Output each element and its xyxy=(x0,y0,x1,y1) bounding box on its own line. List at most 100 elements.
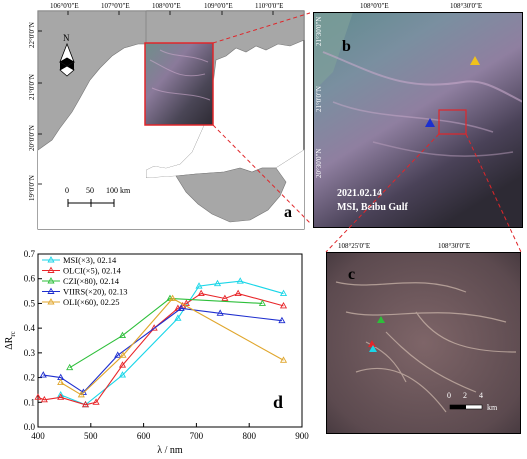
data-point xyxy=(118,371,127,378)
y-tick-label: 0.3 xyxy=(24,348,36,358)
data-point xyxy=(195,282,203,289)
x-tick-label: 900 xyxy=(295,431,309,441)
subset-box-b xyxy=(438,109,467,135)
lon-tick-label: 108°0'0"E xyxy=(360,2,389,10)
legend-label: MSI(×3), 02.14 xyxy=(63,255,117,265)
plot-frame xyxy=(37,253,303,428)
marker-red-c xyxy=(368,340,376,347)
data-point xyxy=(40,395,48,403)
legend-marker xyxy=(47,277,55,284)
legend-marker xyxy=(47,256,55,263)
spectra-chart: 400 500 600 700 800 900 0.0 0.1 0.2 0.3 0.4 0.5 0.6 0… xyxy=(4,249,309,456)
scale-label: 0 xyxy=(65,186,69,195)
y-tick-label: 0.0 xyxy=(24,422,36,432)
y-axis-label: ΔRrc xyxy=(4,331,17,350)
lat-tick-label: 22°0'0"N xyxy=(28,22,36,48)
data-point xyxy=(118,361,127,368)
x-tick-label: 400 xyxy=(31,431,45,441)
series-line xyxy=(60,297,284,396)
legend-marker xyxy=(47,298,55,305)
data-point xyxy=(114,351,122,358)
data-point xyxy=(279,301,288,309)
data-point xyxy=(221,294,229,301)
lon-tick-label: 106°0'0"E xyxy=(50,2,79,10)
data-point xyxy=(174,314,182,321)
north-label: N xyxy=(63,33,70,43)
scale-label: 0 xyxy=(447,391,451,400)
series-line xyxy=(43,307,283,394)
series-line xyxy=(69,297,263,369)
legend-marker xyxy=(47,287,55,294)
x-tick-label: 700 xyxy=(190,431,204,441)
lon-tick-label: 108°0'0"E xyxy=(152,2,181,10)
y-tick-label: 0.4 xyxy=(24,323,36,333)
scale-label: 4 xyxy=(479,391,483,400)
data-point xyxy=(213,279,222,287)
panel-letter-a: a xyxy=(284,204,292,221)
marker-green-c xyxy=(377,316,385,323)
panel-a: 106°0'0"E 107°0'0"E 108°0'0"E 109°0'0"E … xyxy=(0,0,310,232)
panel-c-image xyxy=(326,252,521,434)
panel-a-map xyxy=(37,10,310,230)
x-tick-label: 500 xyxy=(84,431,98,441)
x-axis-label: λ / nm xyxy=(157,445,183,456)
y-tick-label: 0.2 xyxy=(24,373,35,383)
panel-letter-b: b xyxy=(342,38,351,55)
image-caption: MSI, Beibu Gulf xyxy=(337,202,408,213)
lat-tick-label: 21°0'0"N xyxy=(28,74,36,100)
scale-bar-a xyxy=(67,199,115,207)
study-area-image-a xyxy=(145,43,213,125)
data-point xyxy=(279,289,288,296)
scale-label: km xyxy=(487,403,498,412)
marker-yellow-b xyxy=(470,56,480,65)
scale-bar-c xyxy=(449,404,483,410)
legend-label: VIIRS(×20), 02.13 xyxy=(63,287,128,297)
panel-letter-c: c xyxy=(348,266,356,283)
data-point xyxy=(177,304,185,311)
legend-label: OLCI(×5), 02.14 xyxy=(63,266,122,276)
data-point xyxy=(216,309,224,316)
y-tick-label: 0.7 xyxy=(24,249,36,259)
data-point xyxy=(169,294,177,301)
lon-tick-label: 110°0'0"E xyxy=(255,2,284,10)
panel-letter-d: d xyxy=(273,392,284,412)
panel-c: 108°25'0"E 108°30'0"E c 0 2 4 km xyxy=(326,242,521,434)
data-point xyxy=(39,371,47,378)
data-point xyxy=(279,356,288,363)
data-point xyxy=(236,277,244,284)
marker-blue-b xyxy=(425,118,435,127)
lon-tick-label: 109°0'0"E xyxy=(204,2,233,10)
data-point xyxy=(119,351,127,358)
data-point xyxy=(57,393,65,400)
data-point xyxy=(81,400,90,408)
data-point xyxy=(34,393,42,400)
lon-tick-label: 107°0'0"E xyxy=(101,2,130,10)
y-tick-label: 0.5 xyxy=(24,298,36,308)
legend-marker xyxy=(47,266,55,273)
x-tick-label: 600 xyxy=(137,431,151,441)
panel-b: 108°0'0"E 108°30'0"E 21°30'0"N 21°0'0"N … xyxy=(313,2,523,228)
y-tick-label: 0.1 xyxy=(24,397,35,407)
data-point xyxy=(234,289,242,296)
lat-tick-label: 19°0'0"N xyxy=(28,175,36,201)
scale-label: 50 xyxy=(86,186,94,195)
data-point xyxy=(77,390,85,398)
scale-label: 100 km xyxy=(106,186,131,195)
lat-tick-label: 21°0'0"N xyxy=(315,86,323,112)
image-date: 2021.02.14 xyxy=(337,188,382,199)
data-point xyxy=(258,299,266,306)
data-point xyxy=(278,316,286,324)
legend-label: CZI(×80), 02.14 xyxy=(63,276,120,286)
panel-d: 400 500 600 700 800 900 0.0 0.1 0.2 0.3 0.4 0.5 0.6 0… xyxy=(0,244,320,459)
land-hainan xyxy=(175,167,287,223)
marker-cyan-c xyxy=(369,345,377,352)
y-tick-label: 0.6 xyxy=(24,274,36,284)
legend-label: OLI(×60), 02.25 xyxy=(63,297,120,307)
study-area-box-a xyxy=(144,42,214,126)
lon-tick-label: 108°30'0"E xyxy=(438,242,471,250)
data-point xyxy=(118,331,127,339)
data-point xyxy=(197,289,205,296)
lat-tick-label: 20°30'0"N xyxy=(315,148,323,178)
data-point xyxy=(57,378,65,385)
series-line xyxy=(37,292,284,406)
